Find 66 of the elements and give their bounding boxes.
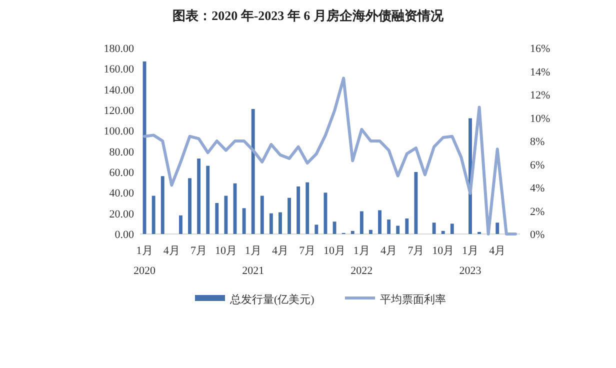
y2-tick-label: 2% [530,206,545,218]
bar [188,178,192,234]
y2-tick-label: 6% [530,159,545,172]
x-tick-label: 1月 2023 [459,245,482,277]
bar [405,218,409,234]
bar [278,212,282,234]
x-tick-label: 10月 [432,245,454,257]
bar [314,224,318,234]
y2-tick-label: 8% [530,136,545,148]
line-series [143,76,517,236]
y2-tick-label: 12% [530,90,550,102]
bar [360,211,364,234]
bar [450,224,454,234]
y-tick-label: 140.00 [104,84,134,96]
x-tick-label: 10月 [324,245,346,257]
x-tick-label: 7月 [408,245,424,257]
bar [387,220,391,234]
y-tick-label: 120.00 [104,105,134,117]
y-tick-label: 20.00 [109,208,134,220]
bar [178,215,182,234]
y-tick-label: 180.00 [104,43,134,55]
x-tick-label: 4月 [163,245,180,257]
x-tick-label: 4月 [380,245,398,257]
y-tick-label: 100.00 [104,126,134,138]
legend-label: 平均票面利率 [380,293,446,306]
bar [350,230,354,234]
x-tick-label: 7月 [190,245,208,257]
bar [242,208,246,234]
y2-tick-label: 0% [530,229,545,241]
bar [378,210,382,234]
bar [296,186,300,234]
bar [160,176,164,234]
legend-label: 总发行量(亿美元) [229,293,315,306]
bar [496,222,500,234]
x-tick-label: 1月 2021 [242,245,264,277]
bar [288,198,292,234]
y2-tick-label: 14% [530,66,550,78]
bar [269,213,273,234]
y-tick-label: 60.00 [109,167,134,179]
x-tick-label: 4月 [489,245,506,257]
bar [306,182,310,234]
y2-tick-label: 10% [530,112,550,125]
x-tick-label: 1月 2020 [134,245,156,277]
bar [414,172,418,234]
bar [152,196,156,234]
x-tick-label: 4月 [272,245,288,257]
bar [396,226,400,234]
x-tick-label: 10月 [214,245,237,257]
y-tick-label: 80.00 [109,146,134,158]
y-tick-label: 0.00 [114,229,134,241]
x-tick-label: 1月 2022 [350,245,373,277]
y2-tick-label: 16% [530,43,550,55]
bar [432,222,436,234]
bar [368,230,372,234]
bar [206,166,210,234]
chart-title: 图表：2020 年-2023 年 6 月房企海外债融资情况 [172,8,444,23]
y2-tick-label: 4% [530,182,545,194]
bar [224,196,228,234]
y-tick-label: 160.00 [104,64,134,76]
x-tick-label: 7月 [299,245,316,257]
bar [260,196,264,234]
bar [197,158,201,234]
bar [215,203,219,234]
y-tick-label: 40.00 [109,188,134,200]
bar [251,108,255,234]
bar [441,230,445,234]
